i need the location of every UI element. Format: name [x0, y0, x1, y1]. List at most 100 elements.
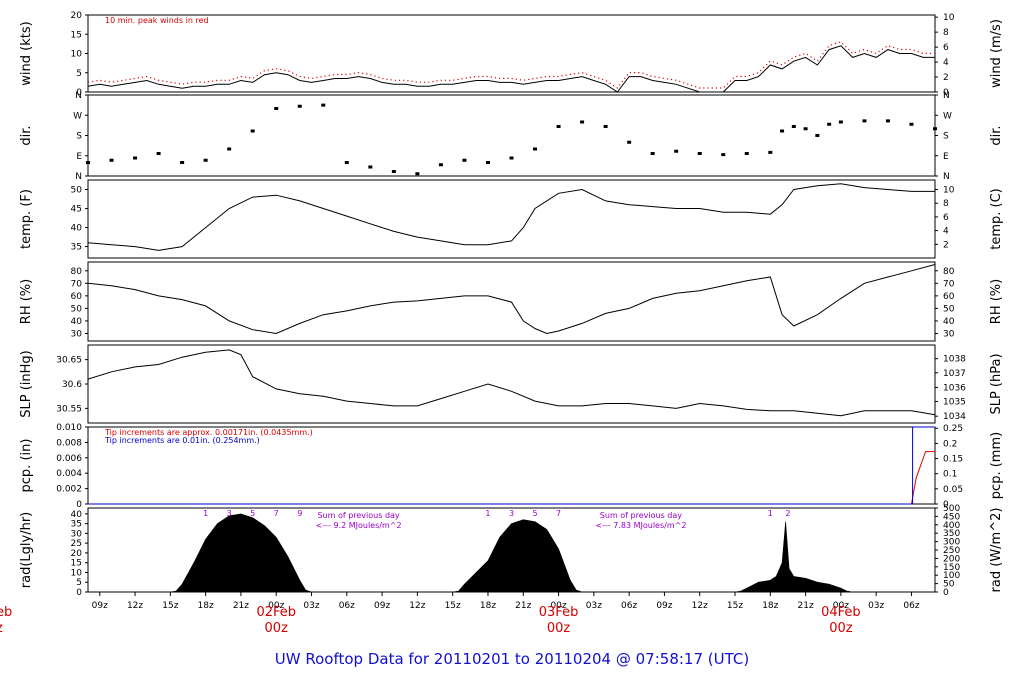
dir-point [791, 125, 796, 128]
x-tick-label: 12z [692, 601, 708, 611]
rad-ytick-label: 20 [71, 549, 83, 559]
dir-rtick-label: W [943, 111, 952, 121]
x-tick-label: 15z [162, 601, 178, 611]
x-tick-label: 09z [656, 601, 672, 611]
pcp-ytick-label: 0.010 [56, 423, 82, 433]
rad-rtick-label: 400 [943, 521, 960, 531]
dir-point [415, 172, 420, 176]
dir-point [885, 119, 890, 123]
rh-ytick-label: 50 [71, 304, 83, 314]
dir-point [203, 158, 208, 162]
dir-point [803, 127, 808, 131]
temp-rtick-label: 4 [943, 227, 949, 237]
rh-rtick-label: 80 [943, 267, 955, 277]
rad-hour-mark: 1 [485, 509, 490, 518]
pcp-ylabel-left: pcp. (in) [19, 439, 34, 493]
dir-rtick-label: N [943, 172, 950, 182]
day-label-z: 00z [265, 621, 289, 636]
temp-rtick-label: 10 [943, 186, 955, 196]
dir-point [180, 161, 185, 164]
dir-point [274, 107, 279, 110]
edge-day-label-date: eb [0, 605, 12, 620]
pcp-ytick-label: 0.004 [56, 469, 82, 479]
rad-ytick-label: 0 [76, 588, 82, 598]
pcp-note: Tip increments are approx. 0.00171in. (0… [104, 428, 313, 437]
rh-frame [87, 261, 936, 342]
dir-point [485, 161, 490, 164]
rh-ytick-label: 30 [71, 329, 83, 339]
dir-rtick-label: E [943, 152, 949, 162]
rh-ytick-label: 70 [71, 279, 83, 289]
x-tick-label: 06z [621, 601, 637, 611]
rad-ytick-label: 35 [71, 520, 82, 530]
wind-ytick-label: 0 [76, 88, 82, 98]
slp-rtick-label: 1035 [943, 398, 966, 408]
x-tick-label: 18z [198, 601, 214, 611]
slp-ylabel-left: SLP (inHg) [19, 350, 34, 418]
dir-point [744, 152, 749, 155]
x-tick-label: 15z [445, 601, 461, 611]
wind-rtick-label: 0 [943, 88, 949, 98]
rh-ylabel-right: RH (%) [989, 279, 1004, 324]
rad-rtick-label: 50 [943, 580, 955, 590]
temp-ylabel-right: temp. (C) [989, 188, 1004, 250]
wind-rtick-label: 8 [943, 28, 949, 38]
dir-point [533, 147, 538, 151]
pcp-line-red [88, 451, 935, 505]
temp-ytick-label: 40 [71, 224, 83, 234]
dir-point [603, 125, 608, 128]
slp-frame [87, 344, 936, 424]
dir-ytick-label: N [75, 172, 82, 182]
temp-ytick-label: 35 [71, 243, 82, 253]
dir-ytick-label: E [76, 152, 82, 162]
rad-ytick-label: 40 [71, 510, 83, 520]
dir-frame [87, 94, 936, 177]
dir-point [227, 147, 232, 151]
dir-point [438, 163, 443, 167]
rh-ytick-label: 40 [71, 317, 83, 327]
edge-day-label-z: z [0, 621, 3, 636]
dir-point [462, 158, 467, 162]
x-tick-label: 06z [339, 601, 355, 611]
x-tick-label: 12z [127, 601, 143, 611]
wind-rtick-label: 4 [943, 58, 949, 68]
x-tick-label: 03z [868, 601, 884, 611]
temp-frame [87, 179, 936, 259]
rad-area [88, 513, 935, 593]
dir-point [909, 122, 914, 126]
dir-point [780, 129, 785, 133]
x-tick-label: 03z [303, 601, 319, 611]
slp-rtick-label: 1036 [943, 383, 966, 393]
dir-point [297, 104, 302, 108]
x-tick-label: 03z [586, 601, 602, 611]
rh-ytick-label: 80 [71, 267, 83, 277]
dir-point [250, 129, 255, 133]
temp-line [87, 183, 935, 251]
pcp-rtick-label: 0.25 [943, 424, 963, 434]
rad-rtick-label: 500 [943, 504, 960, 514]
temp-ytick-label: 45 [71, 205, 82, 215]
pcp-rtick-label: 0.2 [943, 439, 957, 449]
wind-rtick-label: 2 [943, 73, 949, 83]
rad-ytick-label: 15 [71, 559, 82, 569]
wind-ytick-label: 20 [71, 11, 83, 21]
dir-point [368, 165, 373, 169]
rad-sum-value: <--- 9.2 MJoules/m^2 [316, 521, 402, 530]
x-tick-label: 09z [92, 601, 108, 611]
rad-ytick-label: 10 [71, 568, 83, 578]
dir-point [109, 158, 114, 162]
dir-point [838, 120, 843, 124]
rad-ytick-label: 25 [71, 539, 82, 549]
dir-point [721, 153, 726, 157]
chart-title-text: UW Rooftop Data for 20110201 to 20110204… [274, 650, 750, 668]
x-tick-label: 18z [762, 601, 778, 611]
slp-ylabel-right: SLP (hPa) [989, 353, 1004, 414]
dir-point [86, 161, 90, 164]
dir-point [674, 149, 679, 153]
dir-ytick-label: N [75, 91, 82, 101]
pcp-rtick-label: 0.05 [943, 485, 963, 495]
rad-hour-mark: 5 [250, 509, 255, 518]
rad-hour-mark: 3 [509, 509, 514, 518]
x-tick-label: 00z [833, 601, 849, 611]
rad-ylabel-right: rad (W/m^2) [989, 508, 1004, 593]
